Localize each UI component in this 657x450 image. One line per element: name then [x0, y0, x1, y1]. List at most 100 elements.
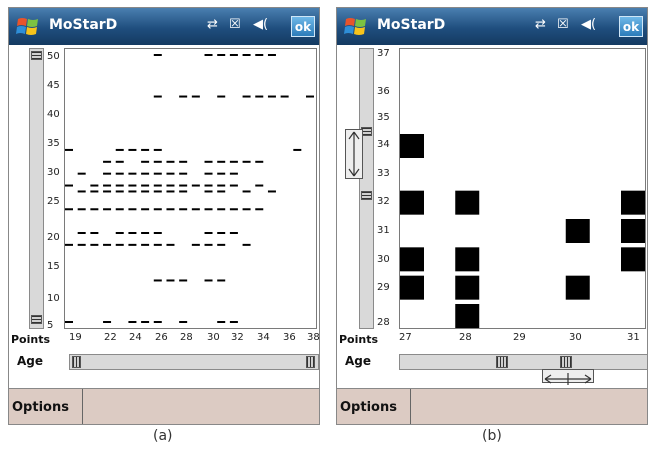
data-point — [204, 243, 213, 246]
data-point — [217, 172, 226, 175]
data-point — [204, 190, 213, 193]
data-point — [179, 190, 188, 193]
y-tick-label: 40 — [47, 109, 60, 120]
data-point — [204, 172, 213, 175]
age-axis-label: Age — [345, 354, 372, 368]
x-tick-label: 26 — [155, 332, 168, 343]
points-vertical-scrollbar[interactable] — [29, 48, 44, 329]
data-point — [204, 54, 213, 56]
data-point — [400, 190, 424, 215]
x-tick-label: 31 — [627, 332, 640, 343]
horizontal-zoom-arrows-icon[interactable] — [542, 369, 594, 385]
x-tick-label: 22 — [104, 332, 117, 343]
x-tick-label: 34 — [257, 332, 270, 343]
data-point — [267, 190, 276, 193]
data-point — [141, 208, 150, 211]
y-tick-label: 5 — [47, 320, 54, 331]
data-point — [621, 247, 645, 272]
data-point — [204, 232, 213, 234]
points-axis-label: Points — [11, 333, 51, 346]
data-point — [90, 243, 99, 246]
title-bar: MoStarD ⇄ ☒ ◀( ok — [337, 8, 647, 45]
data-point — [128, 243, 137, 246]
points-lower-handle[interactable] — [31, 315, 42, 324]
windows-start-icon[interactable] — [15, 14, 41, 40]
x-tick-label: 29 — [513, 332, 526, 343]
data-point — [103, 321, 112, 323]
y-tick-label: 30 — [47, 167, 60, 178]
data-point — [166, 208, 175, 211]
x-tick-label: 30 — [207, 332, 220, 343]
data-point — [128, 232, 137, 234]
points-vertical-scrollbar[interactable] — [359, 48, 374, 329]
data-point — [255, 184, 264, 187]
age-left-handle[interactable] — [72, 356, 81, 368]
options-button[interactable]: Options — [337, 389, 411, 424]
data-point — [103, 208, 112, 211]
x-tick-label: 27 — [399, 332, 412, 343]
y-tick-label: 36 — [377, 86, 390, 97]
data-point — [166, 160, 175, 163]
data-point — [217, 184, 226, 187]
ok-button[interactable]: ok — [291, 16, 315, 37]
y-tick-label: 20 — [47, 232, 60, 243]
data-point — [179, 208, 188, 211]
data-point — [255, 54, 264, 56]
points-upper-handle[interactable] — [31, 51, 42, 60]
data-point — [115, 184, 124, 187]
app-title: MoStarD — [49, 17, 118, 33]
data-point — [242, 243, 251, 246]
data-point — [115, 243, 124, 246]
data-point — [103, 190, 112, 193]
data-point — [166, 172, 175, 175]
data-point — [204, 208, 213, 211]
scatter-plot-area[interactable] — [64, 48, 317, 329]
age-right-handle[interactable] — [306, 356, 315, 368]
age-right-handle[interactable] — [560, 356, 572, 368]
figure-caption-b: (b) — [482, 428, 502, 444]
windows-start-icon[interactable] — [343, 14, 369, 40]
age-left-handle[interactable] — [496, 356, 508, 368]
y-tick-label: 35 — [377, 112, 390, 123]
ok-button[interactable]: ok — [619, 16, 643, 37]
points-lower-handle[interactable] — [361, 191, 372, 200]
volume-icon: ◀( — [581, 17, 597, 32]
data-point — [141, 160, 150, 163]
age-horizontal-scrollbar[interactable] — [399, 354, 647, 370]
data-point — [242, 95, 251, 98]
data-point — [217, 208, 226, 211]
data-point — [153, 148, 162, 151]
data-point — [115, 172, 124, 175]
y-tick-label: 31 — [377, 225, 390, 236]
data-point — [191, 243, 200, 246]
data-point — [455, 190, 480, 215]
data-point — [229, 160, 238, 163]
data-point — [242, 160, 251, 163]
data-point — [103, 160, 112, 163]
signal-off-icon: ☒ — [229, 17, 241, 32]
data-point — [217, 160, 226, 163]
app-title: MoStarD — [377, 17, 446, 33]
data-point — [141, 232, 150, 234]
softkey-bar: Options — [337, 388, 647, 424]
scatter-plot-area[interactable] — [399, 48, 646, 329]
vertical-zoom-arrows-icon[interactable] — [345, 129, 363, 179]
data-point — [242, 54, 251, 56]
data-point — [204, 279, 213, 282]
data-point — [115, 190, 124, 193]
age-horizontal-scrollbar[interactable] — [69, 354, 319, 370]
data-point — [90, 232, 99, 234]
y-tick-label: 33 — [377, 168, 390, 179]
data-point — [103, 172, 112, 175]
options-button[interactable]: Options — [9, 389, 83, 424]
data-point — [179, 321, 188, 323]
data-point — [115, 208, 124, 211]
data-point — [141, 243, 150, 246]
data-point — [103, 243, 112, 246]
data-point — [455, 304, 480, 328]
y-tick-label: 45 — [47, 80, 60, 91]
data-point — [115, 160, 124, 163]
data-point — [229, 321, 238, 323]
points-axis-label: Points — [339, 333, 379, 346]
data-point — [128, 190, 137, 193]
